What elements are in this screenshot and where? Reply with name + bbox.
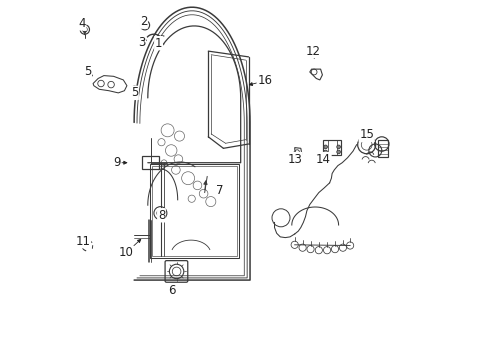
Text: 1: 1	[155, 37, 162, 50]
Text: 8: 8	[158, 209, 165, 222]
Text: 13: 13	[287, 153, 302, 166]
Text: 12: 12	[305, 45, 320, 58]
Bar	[150, 164, 239, 258]
Bar	[328, 140, 337, 155]
Circle shape	[324, 150, 327, 154]
Circle shape	[337, 145, 341, 149]
Text: 6: 6	[168, 284, 175, 297]
Text: 9: 9	[114, 156, 121, 169]
Bar	[152, 166, 237, 256]
Circle shape	[324, 145, 327, 149]
Text: 4: 4	[78, 17, 86, 30]
Text: 5: 5	[131, 86, 138, 99]
Circle shape	[337, 150, 341, 154]
Bar	[143, 156, 159, 169]
Bar	[378, 140, 388, 157]
Text: 7: 7	[216, 184, 223, 197]
Text: 16: 16	[257, 75, 272, 87]
Text: 14: 14	[316, 153, 331, 166]
Text: 5: 5	[84, 65, 91, 78]
Bar	[323, 140, 342, 155]
Text: 3: 3	[138, 36, 146, 49]
Circle shape	[143, 23, 147, 28]
Text: 11: 11	[75, 235, 91, 248]
Text: 15: 15	[359, 129, 374, 141]
Text: 10: 10	[119, 246, 134, 259]
Text: 2: 2	[140, 15, 147, 28]
